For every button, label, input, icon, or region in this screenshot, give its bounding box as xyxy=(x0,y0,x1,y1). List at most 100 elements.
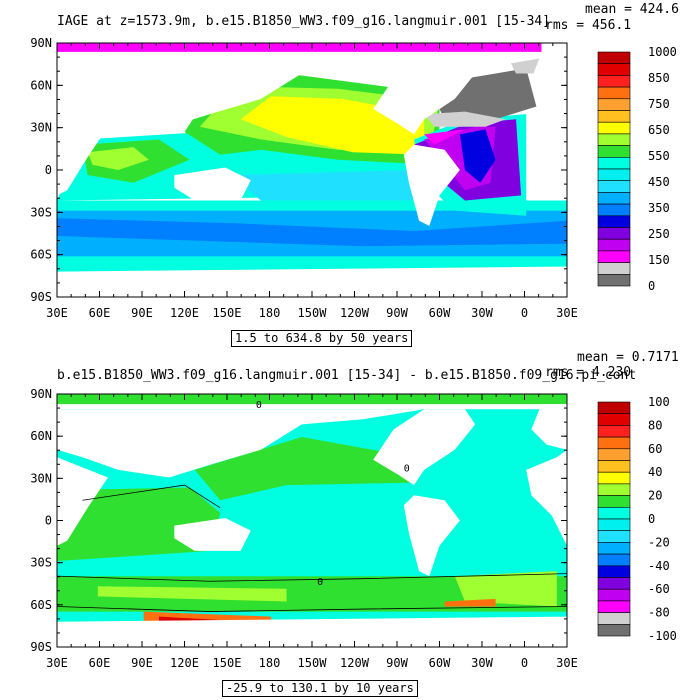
lon-label: 120W xyxy=(340,656,370,670)
colorbar-swatch-diff xyxy=(597,577,631,590)
ocean-band-age xyxy=(429,68,537,120)
lon-label: 30E xyxy=(556,306,578,320)
colorbar-label-diff: 80 xyxy=(648,418,662,432)
colorbar-swatch-age xyxy=(597,215,631,228)
colorbar-diff: 100 80 60 40 20 0 -20 -40 -60 -80 -100 xyxy=(597,395,677,643)
ocean-band-age xyxy=(510,58,542,74)
ocean-band-diff xyxy=(97,586,287,602)
colorbar-label-age: 350 xyxy=(648,201,670,215)
colorbar-swatch-diff xyxy=(597,425,631,438)
colorbar-label-diff: 60 xyxy=(648,442,662,456)
colorbar-label-diff: -60 xyxy=(648,582,670,596)
colorbar-swatch-diff xyxy=(597,471,631,485)
lat-label: 60S xyxy=(30,248,52,262)
lat-label: 90S xyxy=(30,640,52,654)
colorbar-swatch-diff xyxy=(597,623,631,637)
panel1-contour-note: 1.5 to 634.8 by 50 years xyxy=(231,330,413,347)
colorbar-swatch-diff xyxy=(597,565,631,578)
colorbar-label-age: 250 xyxy=(648,227,670,241)
colorbar-swatch-diff xyxy=(597,588,631,602)
colorbar-swatch-diff xyxy=(597,413,631,426)
lat-label: 90N xyxy=(30,36,52,50)
colorbar-swatch-diff xyxy=(597,612,631,625)
ocean-band-age xyxy=(424,129,465,145)
landmass-diff xyxy=(373,409,476,486)
lat-label: 30N xyxy=(30,471,52,485)
lat-label: 90S xyxy=(30,290,52,304)
lon-label: 120E xyxy=(170,656,199,670)
landmass-age xyxy=(531,53,567,99)
landmass-diff xyxy=(57,457,108,546)
colorbar-age: 1000 850 750 650 550 450 350 250 150 0 xyxy=(597,45,677,293)
lon-label: 90E xyxy=(131,656,153,670)
colorbar-label-age: 150 xyxy=(648,253,670,267)
lon-label: 0 xyxy=(521,306,528,320)
landmass-diff xyxy=(531,404,567,450)
colorbar-swatch-age xyxy=(597,98,631,111)
colorbar-swatch-diff xyxy=(597,448,631,461)
landmass-age xyxy=(174,167,251,201)
panel1-rms: rms = 456.1 xyxy=(545,18,632,33)
contour-line-diff xyxy=(57,606,567,612)
map-field-age xyxy=(57,43,567,297)
colorbar-swatch-age xyxy=(597,86,631,100)
colorbar-label-diff: 20 xyxy=(648,489,662,503)
colorbar-swatch-age xyxy=(597,75,631,88)
ocean-band-diff xyxy=(194,437,414,501)
colorbar-swatch-diff xyxy=(597,600,631,613)
colorbar-swatch-diff xyxy=(597,460,631,473)
map-field-diff xyxy=(57,394,567,647)
colorbar-swatch-age xyxy=(597,238,631,252)
colorbar-swatch-diff xyxy=(597,506,631,520)
colorbar-label-diff: 40 xyxy=(648,465,662,479)
colorbar-swatch-age xyxy=(597,273,631,287)
lon-label: 150E xyxy=(213,306,242,320)
lon-label: 60W xyxy=(429,306,451,320)
colorbar-label-age: 450 xyxy=(648,175,670,189)
colorbar-swatch-diff xyxy=(597,495,631,508)
lon-label: 60E xyxy=(89,656,111,670)
ocean-band-age xyxy=(230,170,425,201)
colorbar-swatch-age xyxy=(597,250,631,263)
lon-label: 60E xyxy=(89,306,111,320)
ocean-band-age xyxy=(57,218,567,247)
landmass-age xyxy=(403,144,460,226)
colorbar-swatch-diff xyxy=(597,530,631,543)
colorbar-swatch-diff xyxy=(597,553,631,567)
lat-label: 0 xyxy=(45,514,52,528)
colorbar-label-age: 750 xyxy=(648,97,670,111)
colorbar-swatch-age xyxy=(597,157,631,170)
landmass-age xyxy=(57,58,425,127)
ocean-band-diff xyxy=(57,576,567,612)
lon-label: 90W xyxy=(386,306,408,320)
lon-label: 30E xyxy=(46,656,68,670)
lon-label: 180 xyxy=(259,306,281,320)
colorbar-swatch-age xyxy=(597,168,631,181)
ocean-band-diff xyxy=(57,487,221,561)
lon-label: 30E xyxy=(556,656,578,670)
lon-label: 120E xyxy=(170,306,199,320)
colorbar-swatch-age xyxy=(597,227,631,240)
lon-label: 180 xyxy=(259,656,281,670)
panel2-contour-note: -25.9 to 130.1 by 10 years xyxy=(222,680,418,697)
colorbar-swatch-age xyxy=(597,145,631,158)
panel1-mean: mean = 424.6 xyxy=(585,2,679,17)
lat-label: 0 xyxy=(45,163,52,177)
colorbar-swatch-age xyxy=(597,110,631,123)
colorbar-swatch-diff xyxy=(597,436,631,450)
panel2-title: b.e15.B1850_WW3.f09_g16.langmuir.001 [15… xyxy=(57,368,637,383)
lon-label: 120W xyxy=(340,306,370,320)
colorbar-label-age: 850 xyxy=(648,71,670,85)
colorbar-label-diff: -100 xyxy=(648,629,677,643)
lat-label: 30N xyxy=(30,121,52,135)
colorbar-label-diff: 0 xyxy=(648,512,655,526)
landmass-diff xyxy=(57,616,567,647)
colorbar-label-diff: -20 xyxy=(648,535,670,549)
colorbar-swatch-diff xyxy=(597,518,631,531)
colorbar-swatch-diff xyxy=(597,401,631,414)
colorbar-label-age: 550 xyxy=(648,149,670,163)
lat-label: 30S xyxy=(30,556,52,570)
landmass-age xyxy=(373,58,476,135)
landmass-age xyxy=(57,266,567,297)
